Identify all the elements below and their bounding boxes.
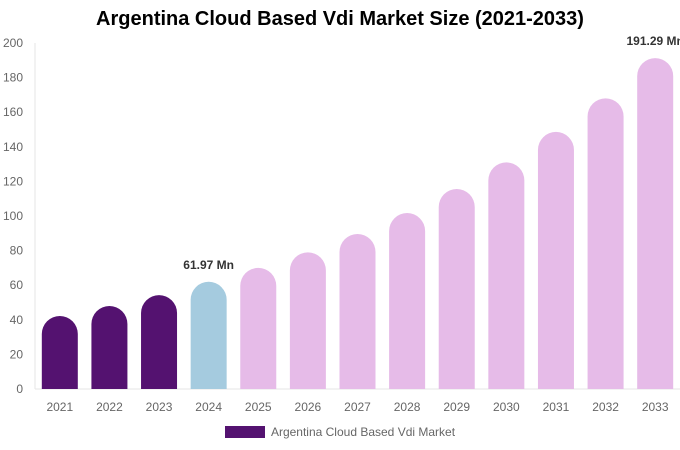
- x-tick-label: 2028: [394, 400, 421, 414]
- bar-2022: [91, 305, 128, 389]
- bar-2024: [190, 281, 227, 389]
- bar-2025: [240, 267, 277, 389]
- x-tick-label: 2032: [592, 400, 619, 414]
- bar-chart: 0 20 40 60 80 100 120 140 160 180 200 2021 2022 2023 2…: [3, 34, 680, 414]
- bar-2031: [537, 131, 574, 389]
- bar-2029: [438, 189, 475, 389]
- x-tick-label: 2031: [543, 400, 570, 414]
- bar-2026: [289, 252, 326, 389]
- x-tick-label: 2033: [642, 400, 669, 414]
- x-tick-label: 2025: [245, 400, 272, 414]
- y-tick-label: 160: [3, 105, 23, 119]
- y-tick-label: 80: [10, 244, 24, 258]
- y-tick-label: 60: [10, 278, 24, 292]
- x-tick-label: 2027: [344, 400, 371, 414]
- y-tick-label: 100: [3, 209, 23, 223]
- y-tick-label: 180: [3, 71, 23, 85]
- legend-swatch: [224, 426, 265, 438]
- bar-2027: [339, 233, 376, 389]
- data-label: 191.29 Mn: [627, 34, 680, 48]
- x-tick-label: 2023: [146, 400, 173, 414]
- y-tick-label: 200: [3, 36, 23, 50]
- y-tick-label: 20: [10, 347, 24, 361]
- x-tick-label: 2029: [443, 400, 470, 414]
- x-tick-label: 2024: [195, 400, 222, 414]
- bar-2030: [488, 162, 525, 389]
- chart-title: Argentina Cloud Based Vdi Market Size (2…: [96, 8, 584, 30]
- legend[interactable]: Argentina Cloud Based Vdi Market: [0, 425, 680, 439]
- x-tick-label: 2022: [96, 400, 123, 414]
- y-tick-label: 120: [3, 174, 23, 188]
- x-tick-label: 2026: [295, 400, 322, 414]
- x-tick-label: 2030: [493, 400, 520, 414]
- y-tick-label: 140: [3, 140, 23, 154]
- bar-2033: [637, 58, 674, 389]
- legend-label: Argentina Cloud Based Vdi Market: [270, 425, 456, 439]
- x-tick-label: 2021: [46, 400, 73, 414]
- bar-2032: [587, 98, 624, 390]
- y-tick-label: 0: [16, 382, 23, 396]
- bar-2023: [141, 295, 178, 389]
- bar-2021: [41, 316, 78, 389]
- y-tick-label: 40: [10, 313, 24, 327]
- bar-2028: [389, 213, 426, 389]
- data-label: 61.97 Mn: [183, 258, 234, 272]
